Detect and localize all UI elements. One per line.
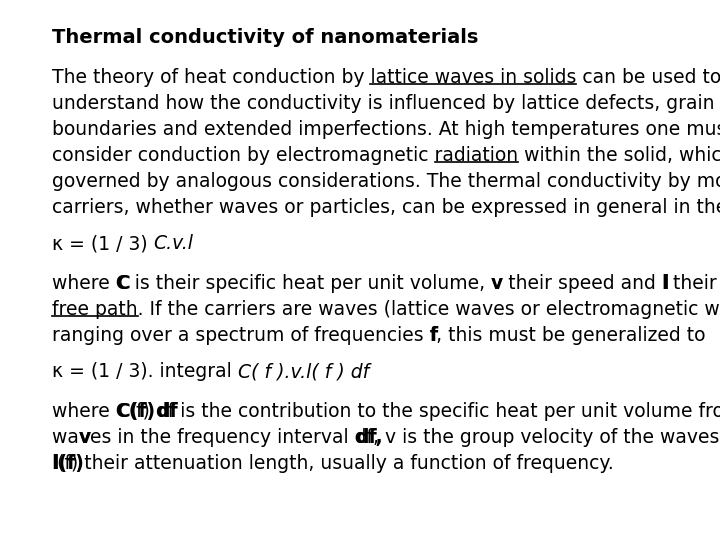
Text: κ = (1 / 3): κ = (1 / 3) xyxy=(52,234,153,253)
Text: where C(f) df is the contribution to the specific heat per unit volume from: where C(f) df is the contribution to the… xyxy=(52,402,720,421)
Text: where C is their specific heat per unit volume, v their speed and l their mean: where C is their specific heat per unit … xyxy=(52,274,720,293)
Text: v: v xyxy=(79,428,91,447)
Text: understand how the conductivity is influenced by lattice defects, grain: understand how the conductivity is influ… xyxy=(52,94,714,113)
Text: C(f): C(f) xyxy=(116,402,155,421)
Text: df,: df, xyxy=(355,428,382,447)
Text: waves in the frequency interval df, v is the group velocity of the waves and: waves in the frequency interval df, v is… xyxy=(52,428,720,447)
Text: f: f xyxy=(430,326,438,345)
Text: C: C xyxy=(116,274,130,293)
Text: carriers, whether waves or particles, can be expressed in general in the form: carriers, whether waves or particles, ca… xyxy=(52,198,720,217)
Text: κ = (1 / 3). integral: κ = (1 / 3). integral xyxy=(52,362,238,381)
Text: governed by analogous considerations. The thermal conductivity by mobile: governed by analogous considerations. Th… xyxy=(52,172,720,191)
Text: ranging over a spectrum of frequencies f, this must be generalized to: ranging over a spectrum of frequencies f… xyxy=(52,326,706,345)
Text: The theory of heat conduction by lattice waves in solids can be used to: The theory of heat conduction by lattice… xyxy=(52,68,720,87)
Text: consider conduction by electromagnetic radiation within the solid, which is: consider conduction by electromagnetic r… xyxy=(52,146,720,165)
Text: boundaries and extended imperfections. At high temperatures one must also: boundaries and extended imperfections. A… xyxy=(52,120,720,139)
Text: C.v.l: C.v.l xyxy=(153,234,194,253)
Text: C( f ).v.l( f ) df: C( f ).v.l( f ) df xyxy=(238,362,369,381)
Text: free path. If the carriers are waves (lattice waves or electromagnetic waves): free path. If the carriers are waves (la… xyxy=(52,300,720,319)
Text: Thermal conductivity of nanomaterials: Thermal conductivity of nanomaterials xyxy=(52,28,478,47)
Text: l(f): l(f) xyxy=(52,454,84,473)
Text: v: v xyxy=(491,274,503,293)
Text: l: l xyxy=(662,274,668,293)
Text: df: df xyxy=(156,402,178,421)
Text: l(f) their attenuation length, usually a function of frequency.: l(f) their attenuation length, usually a… xyxy=(52,454,613,473)
